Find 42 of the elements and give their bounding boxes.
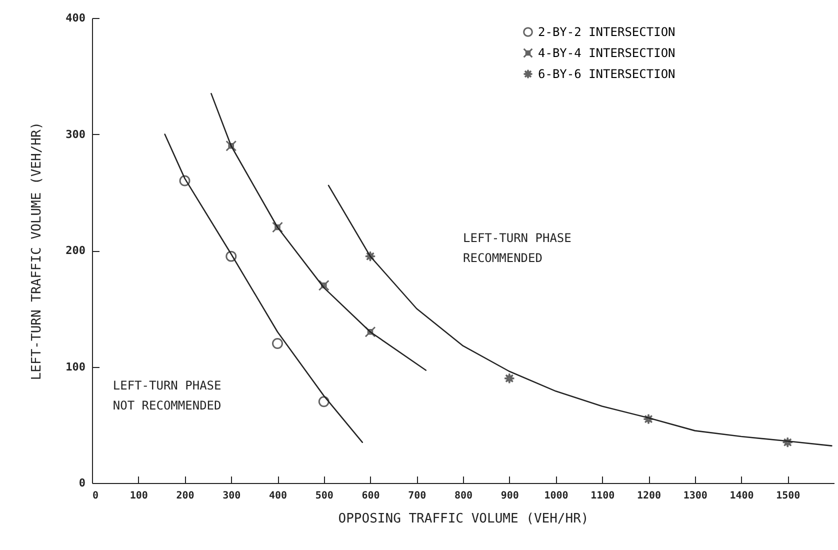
point [179,175,190,186]
point [318,280,330,291]
point [318,396,330,408]
x-tick-label: 1400 [730,490,754,502]
x-tick-label: 0 [92,490,99,502]
x-tick-label: 700 [408,490,426,502]
point [364,326,376,338]
x-tick-label: 500 [315,490,334,502]
legend-label: 2-BY-2 INTERSECTION [538,25,676,39]
legend-label: 6-BY-6 INTERSECTION [538,67,676,81]
x-tick-label: 200 [176,490,194,502]
y-axis-title: LEFT-TURN TRAFFIC VOLUME (VEH/HR) [30,122,45,380]
point [272,338,283,349]
x-tick-label: 1000 [544,490,568,502]
y-tick-label: 200 [66,244,86,257]
x-tick-label: 100 [130,490,148,502]
line-series [328,184,832,446]
y-tick-label: 100 [66,360,86,374]
y-tick-label: 400 [66,12,86,24]
legend-label: 4-BY-4 INTERSECTION [538,46,676,60]
x-tick-label: 1500 [776,490,800,502]
point [226,140,237,152]
point [782,436,794,448]
y-tick-label: 300 [66,128,86,141]
x-tick-label: 400 [268,490,288,502]
annotation: LEFT-TURN PHASE RECOMMENDED [463,231,572,266]
x-tick-label: 1200 [636,490,662,502]
point [504,372,515,384]
x-axis-title: OPPOSING TRAFFIC VOLUME (VEH/HR) [338,512,589,526]
x-tick-label: 900 [500,490,519,502]
point [643,414,654,425]
x-tick-label: 1300 [683,490,708,502]
line-series [210,92,427,371]
x-tick-label: 300 [222,490,241,502]
annotation: LEFT-TURN PHASE NOT RECOMMENDED [112,378,222,413]
y-tick-label: 0 [78,476,86,490]
x-tick-label: 1100 [590,490,615,502]
x-tick-label: 600 [362,490,380,502]
point [226,250,237,262]
point [364,250,376,262]
x-tick-label: 800 [454,490,473,502]
point [272,222,283,233]
